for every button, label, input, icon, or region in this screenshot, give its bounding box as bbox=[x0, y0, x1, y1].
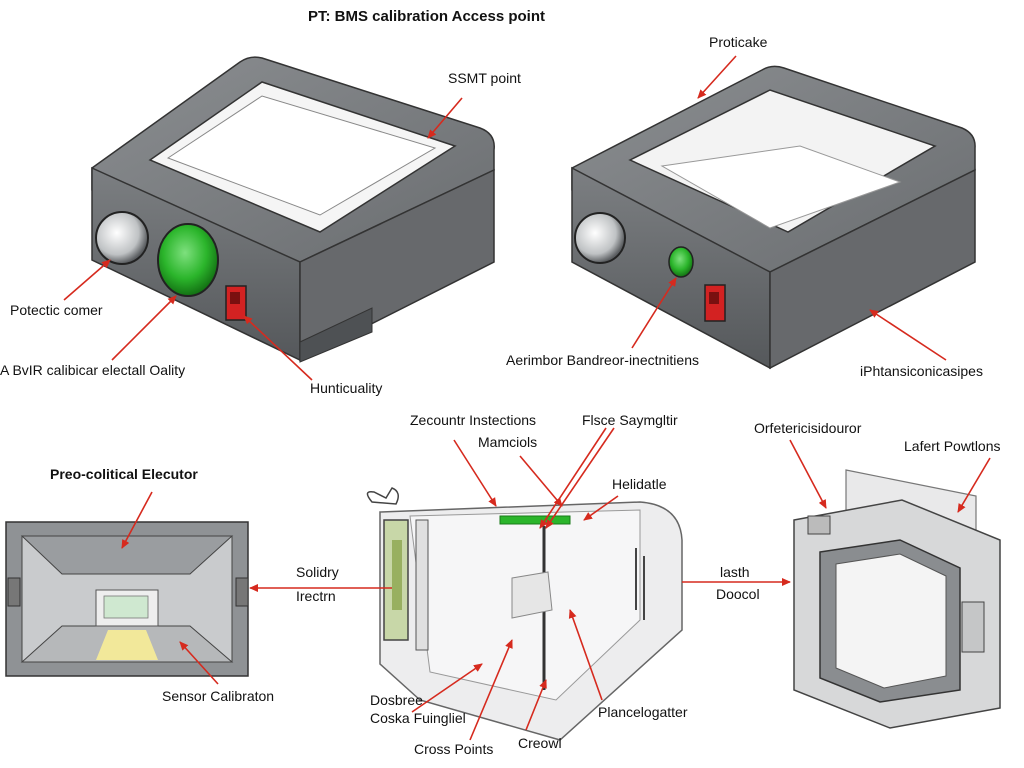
label-cross-points: Cross Points bbox=[414, 741, 494, 757]
arrow-hunticuality bbox=[243, 315, 313, 381]
arrow-potectic-corner bbox=[63, 259, 111, 301]
label-a-bvir: A BvIR calibicar electall Oality bbox=[0, 362, 186, 378]
arrow-zecountr bbox=[453, 439, 497, 507]
device-translucent-housing bbox=[366, 487, 683, 741]
arrow-sensor-calibraton bbox=[179, 641, 219, 685]
arrow-iphtansi bbox=[869, 309, 947, 361]
label-iphtansi: iPhtansiconicasipes bbox=[860, 363, 983, 379]
device-right-housing bbox=[571, 65, 976, 370]
label-orfete: Orfetericisidouror bbox=[754, 420, 862, 436]
label-plancelogatter: Plancelogatter bbox=[598, 704, 688, 720]
device-frame-assembly bbox=[793, 469, 1001, 729]
device-right-green-led-icon bbox=[668, 246, 694, 278]
label-dosbree: Dosbree bbox=[370, 692, 423, 708]
label-smt-point: SSMT point bbox=[448, 70, 521, 86]
arrow-lafert bbox=[957, 457, 991, 513]
device-left-housing bbox=[91, 56, 495, 363]
arrow-flsce-1 bbox=[545, 427, 615, 529]
label-zecountr: Zecountr Instections bbox=[410, 412, 537, 428]
arrow-mamciols bbox=[519, 455, 563, 507]
label-mamciols: Mamciols bbox=[478, 434, 538, 450]
device-translucent-green-strip bbox=[499, 515, 571, 525]
arrow-aerimbor bbox=[631, 277, 677, 349]
label-potectic-corner: Potectic comer bbox=[10, 302, 103, 318]
arrow-a-bvir bbox=[111, 295, 177, 361]
label-hunticuality: Hunticuality bbox=[310, 380, 383, 396]
label-creowl: Creowl bbox=[518, 735, 562, 751]
arrow-proticake bbox=[697, 55, 737, 99]
callout-arrows bbox=[63, 55, 991, 741]
arrow-dosbree bbox=[411, 663, 483, 713]
label-flsce: Flsce Saymgltir bbox=[582, 412, 678, 428]
arrow-helidatle bbox=[583, 495, 619, 521]
diagram-title: PT: BMS calibration Access point bbox=[308, 8, 545, 25]
arrow-cross-points bbox=[469, 639, 513, 741]
arrow-creowl bbox=[525, 679, 547, 731]
device-left-green-led-icon bbox=[157, 223, 219, 297]
arrow-orfete bbox=[789, 439, 827, 509]
device-right-lens-icon bbox=[574, 212, 626, 264]
arrow-preo-colitical bbox=[121, 491, 153, 549]
arrow-flsce-2 bbox=[539, 427, 607, 529]
device-left-lens-icon bbox=[95, 211, 149, 265]
label-sensor-calibraton: Sensor Calibraton bbox=[162, 688, 275, 704]
label-coska: Coska Fuingliel bbox=[370, 710, 466, 726]
arrow-plancelogatter bbox=[568, 609, 603, 701]
device-sensor-top-view bbox=[5, 521, 249, 677]
label-doocol: Doocol bbox=[716, 586, 760, 602]
label-aerimbor: Aerimbor Bandreor-inectnitiens bbox=[506, 352, 699, 368]
label-preo-colitical: Preo-colitical Elecutor bbox=[50, 466, 198, 482]
label-lafert: Lafert Powtlons bbox=[904, 438, 1001, 454]
label-lasth: lasth bbox=[720, 564, 750, 580]
label-solidry: Solidry bbox=[296, 564, 339, 580]
label-helidatle: Helidatle bbox=[612, 476, 667, 492]
label-irectrn: Irectrn bbox=[296, 588, 336, 604]
label-proticake: Proticake bbox=[709, 34, 768, 50]
arrow-smt-point bbox=[427, 97, 463, 139]
